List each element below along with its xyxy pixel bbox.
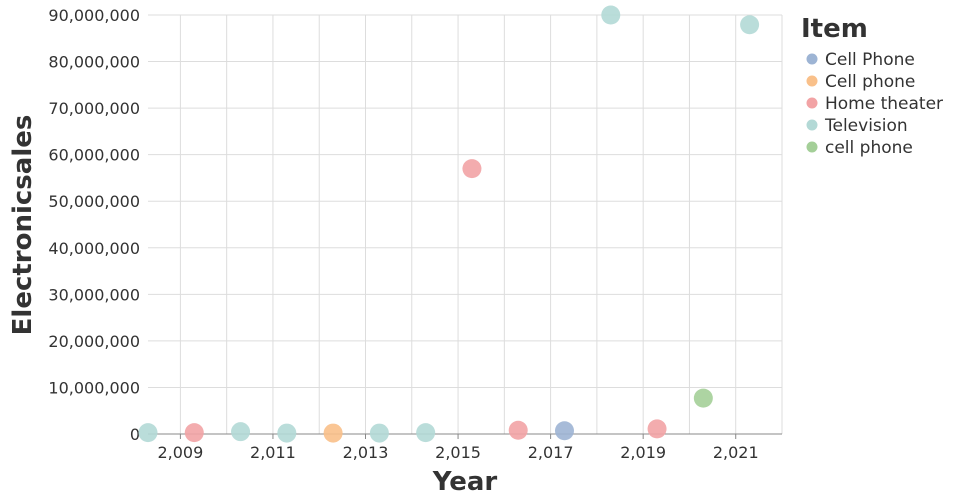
y-axis-ticks: 0 10,000,000 20,000,000 30,000,000 40,000,00…: [48, 6, 140, 444]
data-point: [740, 15, 760, 35]
y-tick-label: 20,000,000: [48, 332, 140, 351]
legend-swatch: [806, 53, 818, 65]
data-point: [369, 423, 389, 443]
y-tick-label: 70,000,000: [48, 99, 140, 118]
data-point: [231, 422, 251, 442]
grid: [148, 14, 783, 435]
x-axis-ticks: 2,009 2,011 2,013 2,015 2,017 2,019 2,021: [157, 434, 759, 462]
x-axis-title: Year: [432, 467, 498, 497]
data-point: [138, 423, 158, 443]
data-point: [416, 423, 436, 443]
data-points: [138, 5, 760, 443]
y-tick-label: 90,000,000: [48, 6, 140, 25]
y-tick-label: 0: [130, 425, 140, 444]
legend-swatch: [806, 97, 818, 109]
legend-label: cell phone: [825, 138, 913, 158]
y-tick-label: 40,000,000: [48, 239, 140, 258]
data-point: [462, 159, 482, 179]
data-point: [277, 423, 297, 443]
data-point: [184, 423, 204, 443]
legend-label: Cell Phone: [825, 50, 915, 70]
x-tick-label: 2,019: [620, 443, 666, 462]
y-tick-label: 60,000,000: [48, 146, 140, 165]
legend-title: Item: [801, 14, 868, 44]
x-tick-label: 2,013: [343, 443, 389, 462]
legend-swatch: [806, 141, 818, 153]
x-tick-label: 2,009: [157, 443, 203, 462]
data-point: [693, 388, 713, 408]
legend-swatch: [806, 75, 818, 87]
data-point: [554, 421, 574, 441]
data-point: [647, 419, 667, 439]
y-axis-title: Electronicsales: [8, 115, 38, 336]
legend-label: Cell phone: [825, 72, 915, 92]
y-tick-label: 30,000,000: [48, 285, 140, 304]
data-point: [601, 5, 621, 25]
data-point: [508, 420, 528, 440]
y-tick-label: 50,000,000: [48, 192, 140, 211]
x-tick-label: 2,011: [250, 443, 296, 462]
x-tick-label: 2,017: [528, 443, 574, 462]
legend-label: Home theater: [825, 94, 943, 114]
y-tick-label: 10,000,000: [48, 378, 140, 397]
y-tick-label: 80,000,000: [48, 53, 140, 72]
legend-label: Television: [824, 116, 908, 136]
x-tick-label: 2,015: [435, 443, 481, 462]
legend-swatch: [806, 119, 818, 131]
data-point: [323, 423, 343, 443]
x-tick-label: 2,021: [713, 443, 759, 462]
